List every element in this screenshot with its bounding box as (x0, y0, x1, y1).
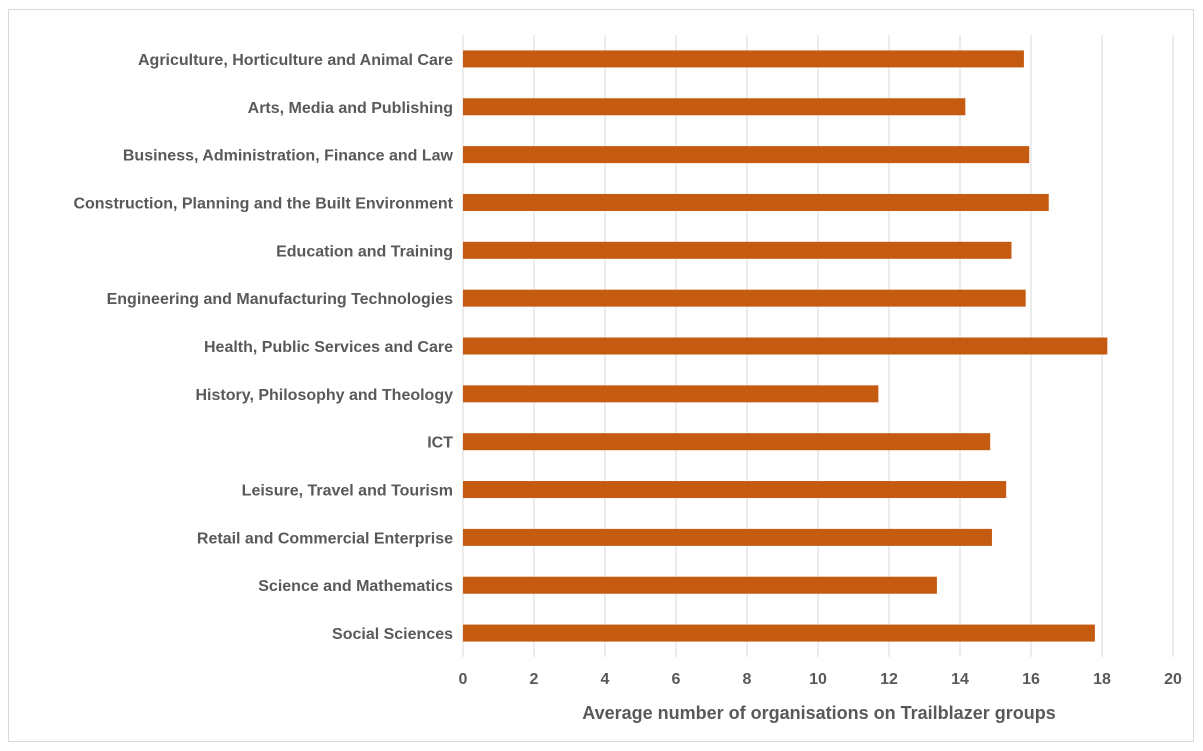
category-labels: Agriculture, Horticulture and Animal Car… (73, 52, 453, 643)
x-tick-label: 10 (809, 671, 827, 688)
category-label: Agriculture, Horticulture and Animal Car… (138, 52, 453, 69)
category-label: Retail and Commercial Enterprise (197, 530, 453, 547)
bar (463, 481, 1007, 499)
x-axis-title: Average number of organisations on Trail… (582, 703, 1055, 723)
bar (463, 241, 1012, 259)
bar (463, 433, 991, 451)
x-tick-label: 2 (530, 671, 539, 688)
category-label: Health, Public Services and Care (204, 339, 453, 356)
bars (463, 50, 1108, 642)
x-tick-label: 20 (1164, 671, 1182, 688)
bar (463, 385, 879, 403)
category-label: Business, Administration, Finance and La… (123, 148, 454, 165)
x-tick-label: 6 (672, 671, 681, 688)
x-tick-label: 14 (951, 671, 969, 688)
bar (463, 576, 937, 594)
bar (463, 337, 1108, 355)
category-label: Construction, Planning and the Built Env… (73, 195, 453, 212)
x-tick-label: 0 (459, 671, 468, 688)
bar (463, 98, 966, 116)
bar (463, 50, 1024, 68)
category-label: Social Sciences (332, 626, 453, 643)
x-tick-label: 16 (1022, 671, 1040, 688)
bar (463, 528, 992, 546)
bar (463, 624, 1095, 642)
bar (463, 193, 1049, 211)
chart-frame: Agriculture, Horticulture and Animal Car… (8, 9, 1194, 742)
x-tick-label: 18 (1093, 671, 1111, 688)
x-tick-label: 8 (743, 671, 752, 688)
category-label: History, Philosophy and Theology (196, 387, 454, 404)
category-label: Science and Mathematics (258, 578, 453, 595)
category-label: Engineering and Manufacturing Technologi… (107, 291, 453, 308)
bar (463, 146, 1030, 164)
bar (463, 289, 1026, 307)
category-label: Arts, Media and Publishing (248, 100, 453, 117)
category-label: Leisure, Travel and Tourism (242, 483, 453, 500)
category-label: Education and Training (276, 243, 453, 260)
x-tick-labels: 0 2 4 6 8 10 12 14 16 18 20 (459, 671, 1182, 688)
category-label: ICT (427, 435, 453, 452)
bar-chart: Agriculture, Horticulture and Animal Car… (73, 35, 1182, 723)
x-tick-label: 12 (880, 671, 898, 688)
x-tick-label: 4 (601, 671, 610, 688)
